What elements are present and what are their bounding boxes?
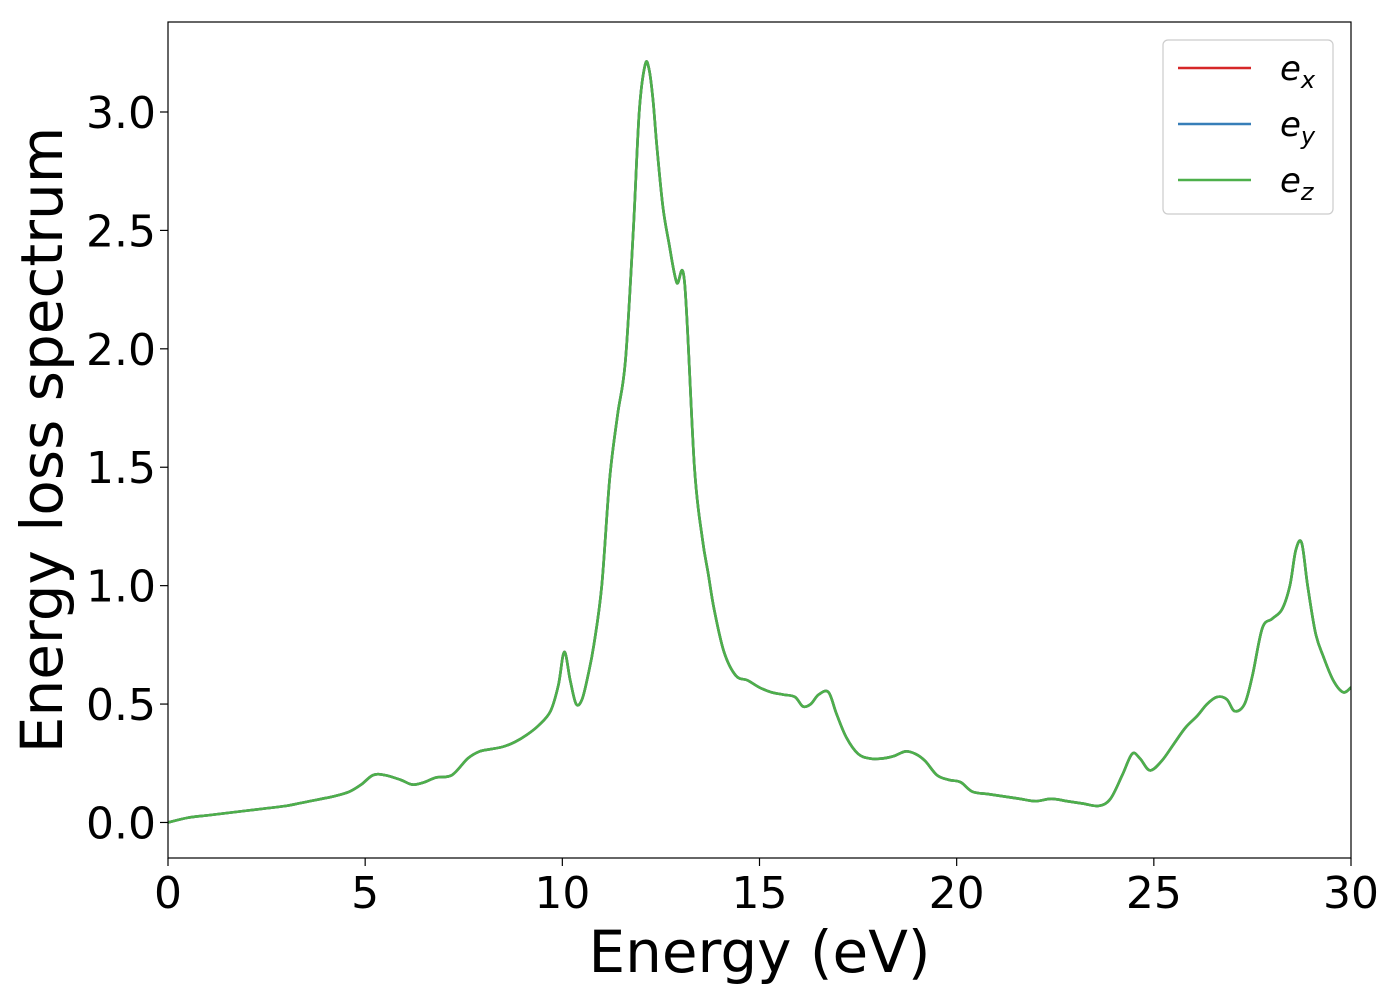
x-tick-label: 20 [929, 868, 985, 919]
y-tick-label: 2.0 [86, 325, 156, 376]
legend-entry: ez [1280, 161, 1315, 206]
y-tick-label: 3.0 [86, 88, 156, 139]
y-tick-label: 1.5 [86, 443, 156, 494]
legend-box [1162, 39, 1334, 215]
x-tick-label: 15 [732, 868, 788, 919]
x-tick-label: 30 [1323, 868, 1379, 919]
series-layer [168, 60, 1351, 824]
y-axis: 0.0 0.5 1.0 1.5 2.0 2.5 3.0 [86, 88, 168, 849]
x-tick-label: 25 [1126, 868, 1182, 919]
x-axis-title: Energy (eV) [588, 918, 930, 986]
y-tick-label: 0.5 [86, 680, 156, 731]
y-tick-label: 1.0 [86, 562, 156, 613]
series-line-e-z [168, 60, 1351, 824]
y-tick-label: 2.5 [86, 206, 156, 257]
x-tick-label: 5 [351, 868, 379, 919]
x-axis: 0 5 10 15 20 25 30 [154, 858, 1379, 919]
legend: ex ey ez [1162, 39, 1334, 215]
x-tick-label: 0 [154, 868, 182, 919]
legend-entry: ex [1280, 49, 1316, 94]
y-axis-title: Energy loss spectrum [8, 127, 76, 753]
y-tick-label: 0.0 [86, 798, 156, 849]
legend-entry: ey [1280, 105, 1316, 150]
x-tick-label: 10 [534, 868, 590, 919]
